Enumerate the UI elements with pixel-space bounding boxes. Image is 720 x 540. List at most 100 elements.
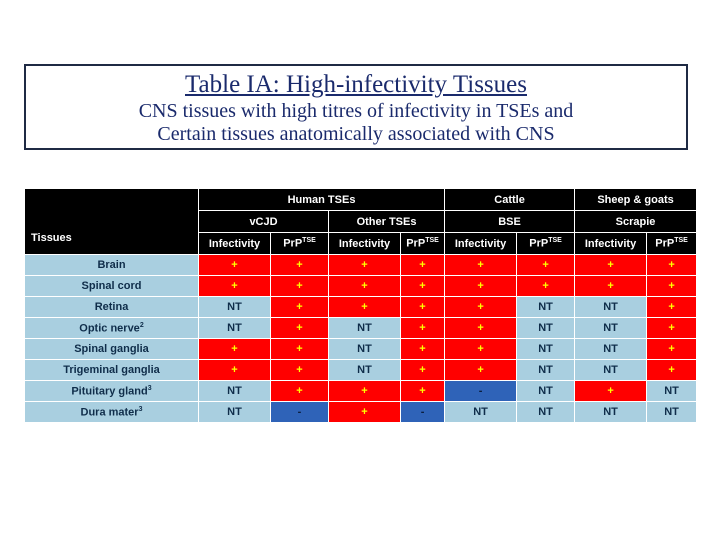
table-row: Spinal cord + + + + + + + + [24,275,698,297]
table-cell: + [198,359,271,381]
table-cell: NT [574,317,648,339]
table-row: Spinal ganglia + + NT + + NT NT + [24,338,698,360]
table-cell: - [270,401,329,423]
table-cell: NT [328,317,401,339]
table-cell: NT [516,380,576,402]
group-header-cattle: Cattle [444,188,576,211]
table-cell: + [444,317,518,339]
subgroup-header-scrapie: Scrapie [574,210,698,233]
table-cell: NT [198,380,271,402]
table-cell: NT [574,401,648,423]
column-header-infectivity: Infectivity [198,232,271,255]
subgroup-header-vcjd: vCJD [198,210,329,233]
table-cell: + [399,380,446,402]
column-header-prp: PrPTSE [399,232,446,255]
table-cell: - [399,401,446,423]
group-header-sheep-goats: Sheep & goats [574,188,698,211]
table-cell: - [444,380,518,402]
table-cell: NT [516,338,576,360]
table-cell: + [646,296,698,318]
table-cell: NT [328,338,401,360]
table-row: Dura mater3 NT - + - NT NT NT NT [24,401,698,423]
table-cell: + [646,275,698,297]
title-box: Table IA: High-infectivity Tissues CNS t… [24,64,688,150]
table-cell: + [399,338,446,360]
table-cell: + [646,254,698,276]
table-cell: NT [574,359,648,381]
table-cell: + [270,317,329,339]
page-title: Table IA: High-infectivity Tissues [185,71,527,98]
table-cell: + [328,254,401,276]
table-cell: NT [574,296,648,318]
table-cell: NT [198,401,271,423]
table-row: Trigeminal ganglia + + NT + + NT NT + [24,359,698,381]
column-header-infectivity: Infectivity [574,232,648,255]
row-label: Optic nerve2 [24,317,199,339]
table-cell: + [399,275,446,297]
table-cell: + [444,359,518,381]
table-cell: + [574,275,648,297]
table-cell: + [444,296,518,318]
table-cell: + [270,296,329,318]
table-cell: + [328,296,401,318]
table-cell: + [399,359,446,381]
table-row: Retina NT + + + + NT NT + [24,296,698,318]
table-row: Pituitary gland3 NT + + + - NT + NT [24,380,698,402]
table-cell: + [516,254,576,276]
column-header-infectivity: Infectivity [328,232,401,255]
tissues-header: Tissues [24,188,199,255]
table-cell: NT [328,359,401,381]
table-cell: NT [516,359,576,381]
table-cell: NT [646,380,698,402]
table-cell: + [444,275,518,297]
infectivity-table: Tissues Human TSEs Cattle Sheep & goats … [24,188,698,423]
table-cell: NT [516,401,576,423]
column-header-prp: PrPTSE [516,232,576,255]
table-cell: NT [198,296,271,318]
row-label: Dura mater3 [24,401,199,423]
table-cell: + [270,254,329,276]
table-cell: + [444,254,518,276]
subtitle-line-1: CNS tissues with high titres of infectiv… [138,100,574,122]
row-label: Spinal cord [24,275,199,297]
subgroup-header-other-tses: Other TSEs [327,210,446,233]
table-cell: + [328,380,401,402]
table-cell: NT [574,338,648,360]
row-label: Retina [24,296,199,318]
column-header-infectivity: Infectivity [444,232,518,255]
table-cell: + [646,317,698,339]
table-cell: + [198,275,271,297]
table-row: Optic nerve2 NT + NT + + NT NT + [24,317,698,339]
table-cell: + [198,338,271,360]
table-cell: NT [646,401,698,423]
table-cell: + [574,254,648,276]
table-cell: + [328,401,401,423]
table-cell: + [198,254,271,276]
column-header-prp: PrPTSE [646,232,698,255]
column-header-prp: PrPTSE [270,232,329,255]
table-cell: NT [444,401,518,423]
table-cell: NT [516,317,576,339]
table-cell: + [399,296,446,318]
table-cell: + [270,359,329,381]
table-cell: + [270,338,329,360]
row-label: Pituitary gland3 [24,380,199,402]
table-cell: + [399,254,446,276]
subgroup-header-bse: BSE [444,210,576,233]
table-cell: + [646,359,698,381]
table-cell: + [399,317,446,339]
table-cell: + [444,338,518,360]
table-cell: + [270,380,329,402]
group-header-human: Human TSEs [197,188,446,211]
table-cell: + [574,380,648,402]
table-cell: NT [198,317,271,339]
row-label: Spinal ganglia [24,338,199,360]
table-cell: + [270,275,329,297]
subtitle-line-2: Certain tissues anatomically associated … [157,123,555,145]
table-row: Brain + + + + + + + + [24,254,698,276]
table-cell: NT [516,296,576,318]
table-cell: + [516,275,576,297]
row-label: Brain [24,254,199,276]
table-cell: + [328,275,401,297]
table-cell: + [646,338,698,360]
